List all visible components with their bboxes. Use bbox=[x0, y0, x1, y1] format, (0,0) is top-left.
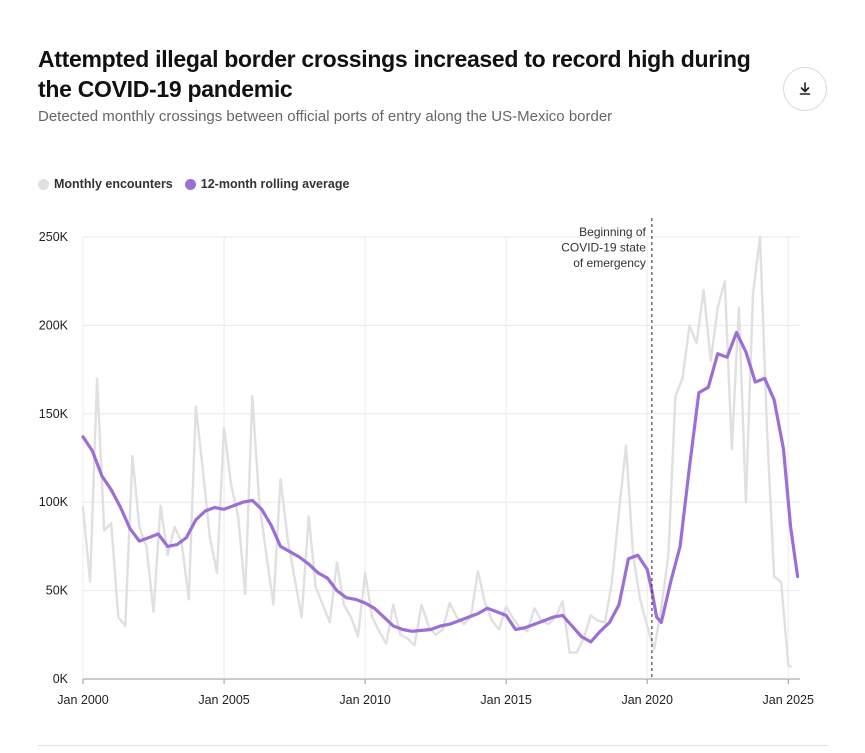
x-tick-label: Jan 2005 bbox=[198, 693, 249, 707]
chart-subtitle: Detected monthly crossings between offic… bbox=[38, 108, 613, 125]
x-tick-label: Jan 2015 bbox=[480, 693, 531, 707]
y-tick-label: 200K bbox=[39, 318, 69, 332]
chart-legend: Monthly encounters 12-month rolling aver… bbox=[38, 177, 349, 191]
y-tick-label: 150K bbox=[39, 407, 69, 421]
x-tick-label: Jan 2000 bbox=[57, 693, 108, 707]
legend-label-monthly: Monthly encounters bbox=[54, 177, 173, 191]
y-tick-label: 50K bbox=[46, 584, 69, 598]
series-line-rolling-average bbox=[81, 330, 800, 644]
annotation-text: of emergency bbox=[573, 256, 646, 270]
legend-item-monthly[interactable]: Monthly encounters bbox=[38, 177, 173, 191]
annotation-text: COVID-19 state bbox=[561, 241, 646, 255]
legend-swatch-rolling-average bbox=[184, 178, 196, 190]
x-tick-label: Jan 2020 bbox=[621, 693, 672, 707]
y-tick-label: 0K bbox=[53, 672, 69, 686]
download-icon bbox=[799, 82, 811, 95]
bottom-divider bbox=[38, 745, 828, 746]
download-button[interactable] bbox=[783, 67, 827, 111]
legend-swatch-monthly bbox=[38, 178, 49, 190]
x-tick-label: Jan 2010 bbox=[339, 693, 390, 707]
x-tick-label: Jan 2025 bbox=[763, 693, 814, 707]
legend-label-rolling-average: 12-month rolling average bbox=[200, 177, 350, 191]
y-tick-label: 100K bbox=[39, 495, 69, 509]
chart-title: Attempted illegal border crossings incre… bbox=[38, 46, 751, 102]
legend-item-rolling-average[interactable]: 12-month rolling average bbox=[184, 177, 350, 191]
series-line-monthly-encounters bbox=[81, 235, 792, 668]
y-tick-label: 250K bbox=[39, 230, 69, 244]
annotation-text: Beginning of bbox=[579, 225, 646, 239]
